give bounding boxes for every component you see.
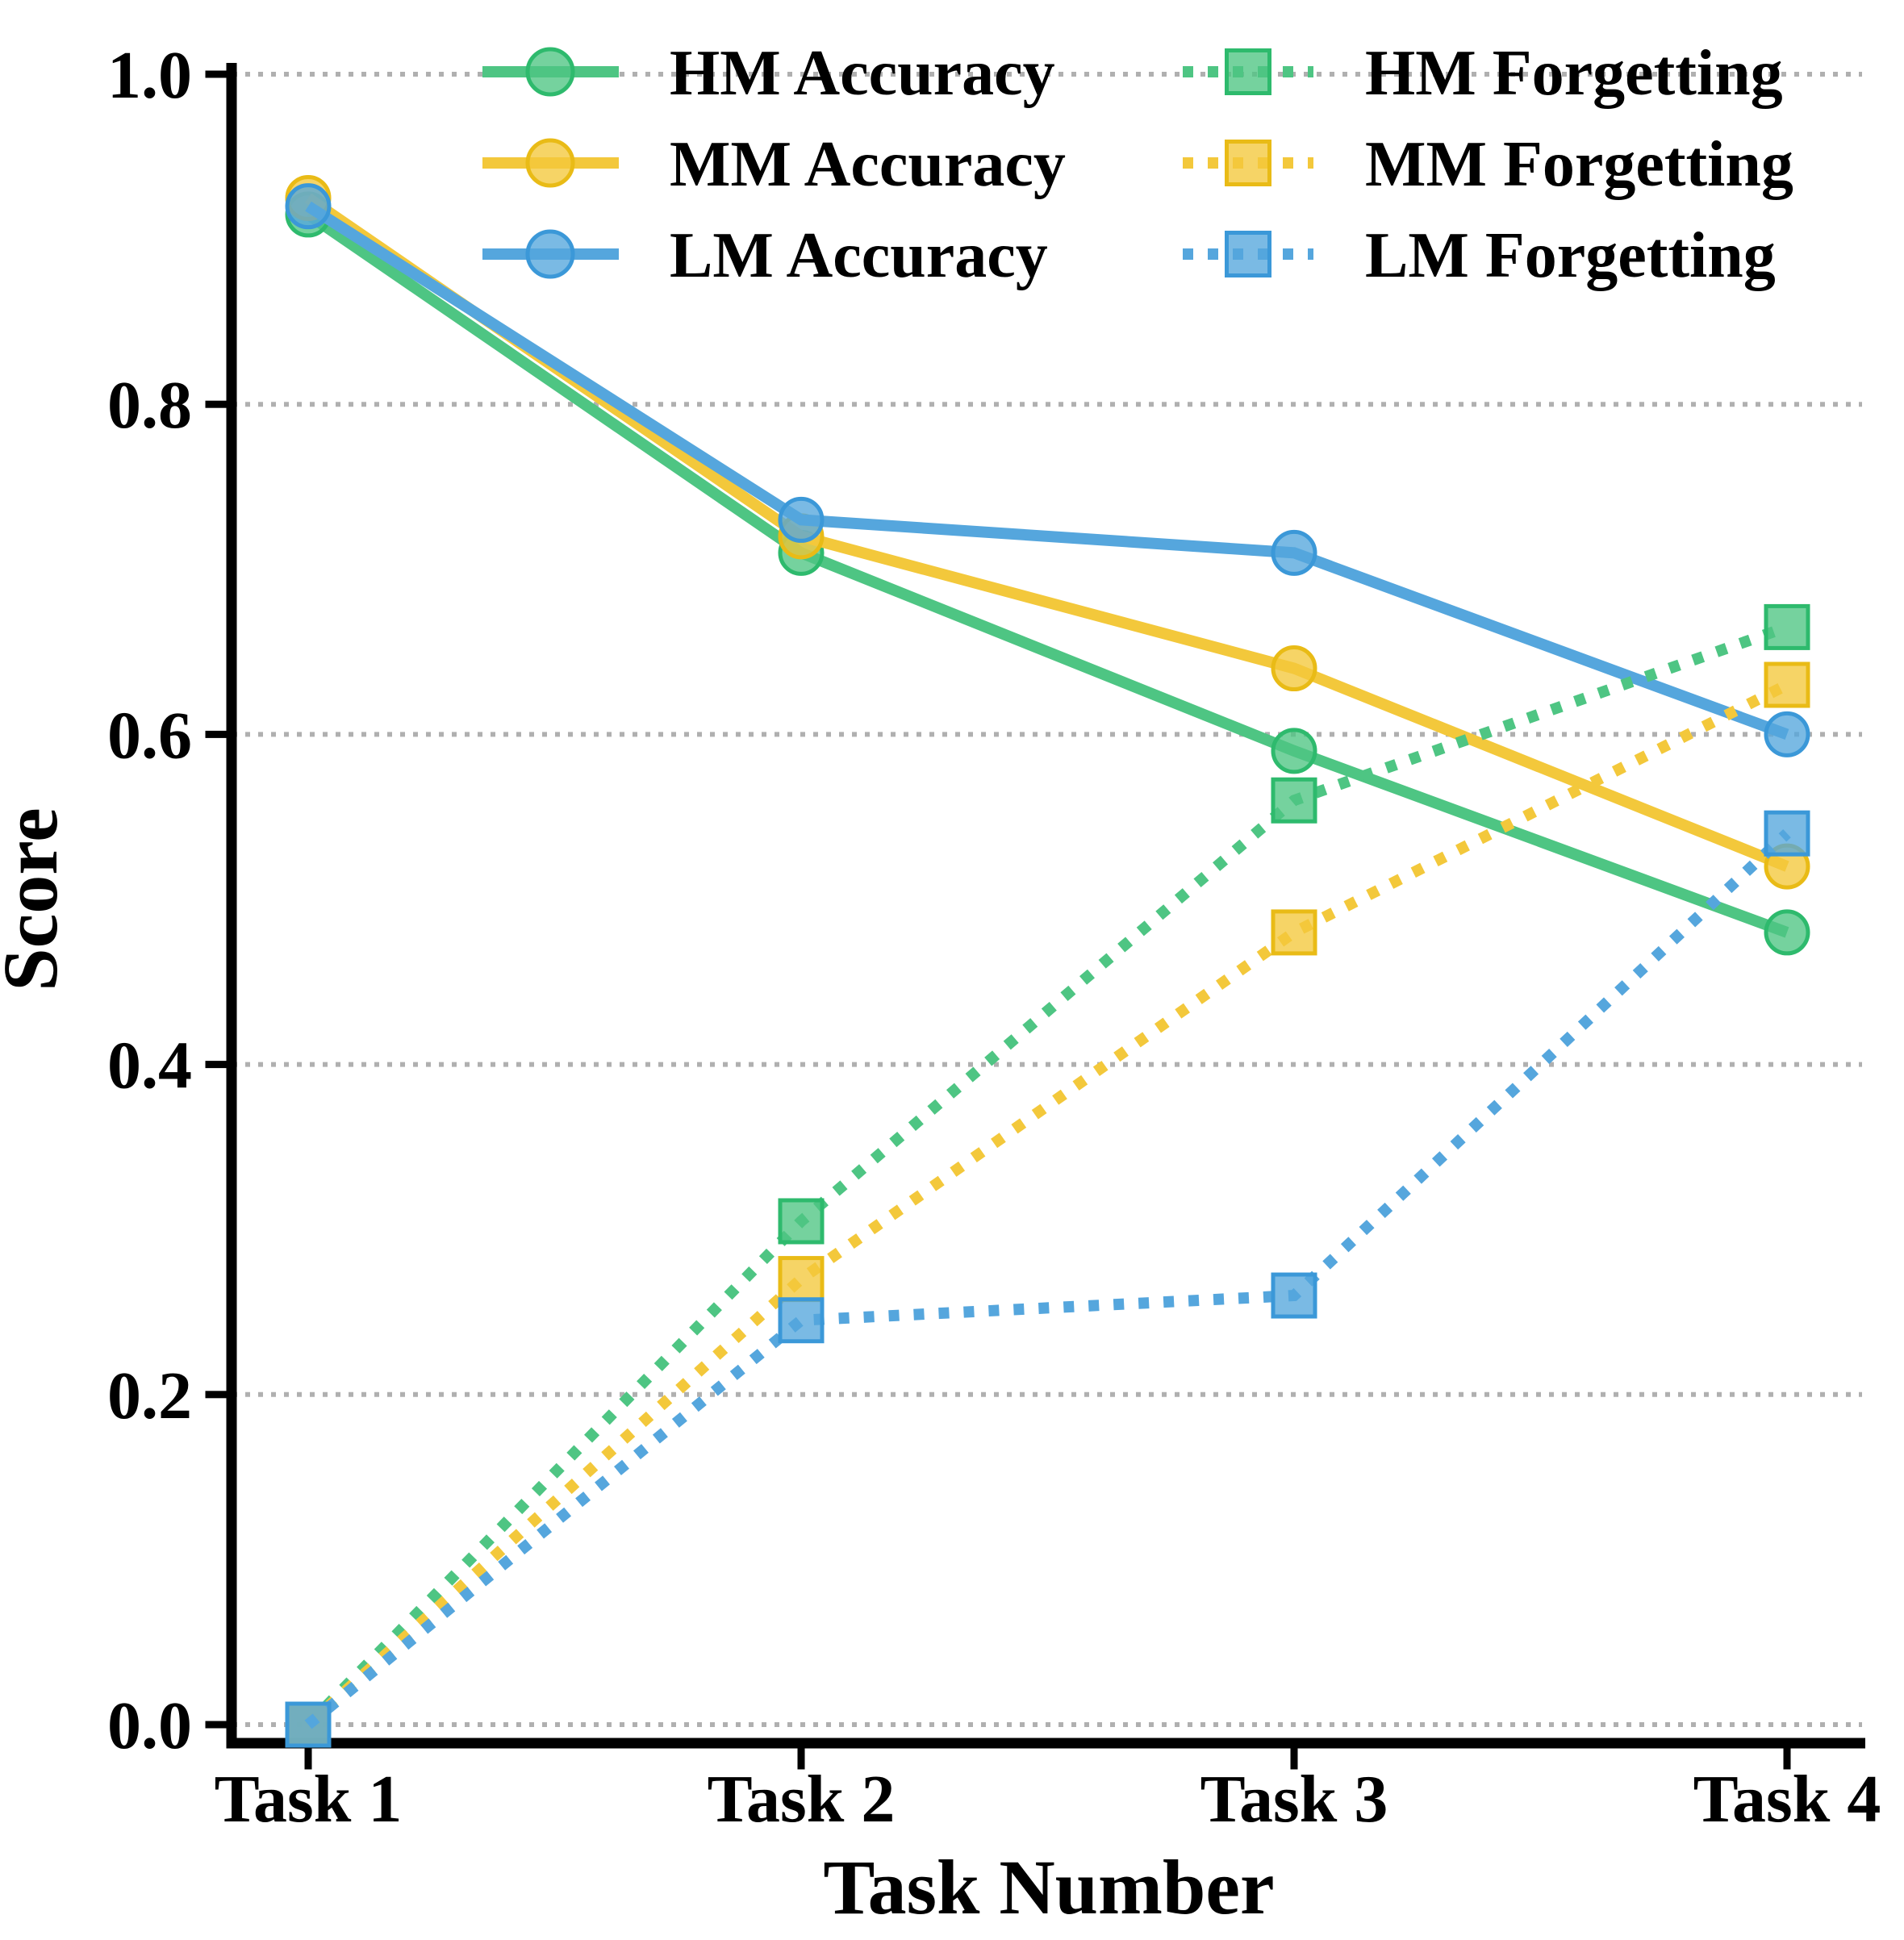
- data-point-square: [1271, 777, 1317, 824]
- data-point-circle: [1764, 909, 1810, 956]
- data-point-circle: [1271, 645, 1317, 692]
- x-axis-label: Task Number: [823, 1844, 1274, 1930]
- y-tick-mark: [205, 730, 227, 738]
- legend-label: MM Forgetting: [1365, 129, 1793, 200]
- legend-item-hm-forgetting: HM Forgetting: [1183, 38, 1783, 109]
- data-point-circle: [778, 496, 825, 543]
- data-point-circle: [1271, 529, 1317, 576]
- data-point-circle: [1764, 711, 1810, 757]
- data-point-square: [1764, 661, 1810, 708]
- axes: 0.0 0.2 0.4 0.6 0.8 1.0 Task 1 Task 2 Task 3 Task…: [107, 38, 1881, 1837]
- y-tick-label: 0.8: [107, 368, 192, 443]
- y-tick-label: 0.2: [107, 1358, 192, 1433]
- legend-square-marker: [1225, 48, 1271, 95]
- legend-label: LM Forgetting: [1365, 220, 1776, 291]
- legend: HM Accuracy MM Accuracy LM Accuracy HM Forg…: [482, 38, 1793, 291]
- y-tick-mark: [205, 1721, 227, 1729]
- series-line-hm-accuracy: [305, 210, 1789, 938]
- x-tick-mark: [797, 1748, 805, 1770]
- series-line-lm-accuracy: [305, 201, 1789, 740]
- x-tick-label: Task 1: [215, 1762, 403, 1837]
- series-hm-forgetting: [285, 603, 1810, 1748]
- data-point-square: [1764, 603, 1810, 650]
- data-point-square: [1271, 1272, 1317, 1319]
- y-tick-mark: [205, 70, 227, 78]
- y-tick-label: 1.0: [107, 38, 192, 113]
- series-lm-accuracy: [285, 183, 1810, 757]
- data-point-square: [778, 1256, 825, 1303]
- y-axis-spine: [226, 63, 237, 1749]
- y-tick-mark: [205, 400, 227, 408]
- data-point-circle: [1271, 728, 1317, 774]
- legend-item-mm-accuracy: MM Accuracy: [482, 129, 1066, 200]
- x-tick-mark: [304, 1748, 312, 1770]
- y-tick-mark: [205, 1061, 227, 1069]
- legend-circle-marker: [525, 47, 575, 97]
- legend-item-lm-forgetting: LM Forgetting: [1183, 220, 1776, 291]
- data-point-square: [778, 1297, 825, 1344]
- series-line-mm-forgetting: [304, 679, 1790, 1729]
- legend-label: MM Accuracy: [670, 129, 1066, 200]
- y-tick-label: 0.6: [107, 698, 192, 773]
- x-tick-label: Task 3: [1200, 1762, 1388, 1837]
- series-hm-accuracy: [285, 191, 1810, 956]
- y-tick-label: 0.4: [107, 1028, 192, 1104]
- data-series: [285, 174, 1810, 1748]
- data-point-square: [1271, 909, 1317, 956]
- data-point-square: [1764, 810, 1810, 857]
- y-tick-label: 0.0: [107, 1688, 192, 1763]
- legend-item-hm-accuracy: HM Accuracy: [482, 38, 1055, 109]
- legend-circle-marker: [525, 229, 575, 279]
- x-tick-label: Task 2: [708, 1762, 896, 1837]
- legend-label: LM Accuracy: [670, 220, 1048, 291]
- legend-label: HM Accuracy: [670, 38, 1055, 109]
- x-axis-spine: [226, 1738, 1865, 1749]
- series-line-hm-forgetting: [303, 621, 1789, 1729]
- data-point-square: [778, 1198, 825, 1245]
- legend-item-mm-forgetting: MM Forgetting: [1183, 129, 1793, 200]
- y-axis-label: Score: [0, 807, 73, 991]
- y-tick-mark: [205, 1391, 227, 1399]
- x-tick-mark: [1783, 1748, 1791, 1770]
- legend-square-marker: [1225, 231, 1271, 277]
- x-tick-label: Task 4: [1693, 1762, 1881, 1837]
- gridlines: [232, 72, 1862, 1727]
- legend-square-marker: [1225, 140, 1271, 186]
- x-tick-mark: [1290, 1748, 1298, 1770]
- series-mm-forgetting: [285, 661, 1810, 1748]
- legend-label: HM Forgetting: [1365, 38, 1783, 109]
- data-point-square: [285, 1701, 332, 1748]
- legend-item-lm-accuracy: LM Accuracy: [482, 220, 1048, 291]
- data-point-circle: [285, 183, 332, 230]
- legend-circle-marker: [525, 138, 575, 188]
- series-line-lm-forgetting: [304, 829, 1791, 1729]
- series-lm-forgetting: [285, 810, 1810, 1748]
